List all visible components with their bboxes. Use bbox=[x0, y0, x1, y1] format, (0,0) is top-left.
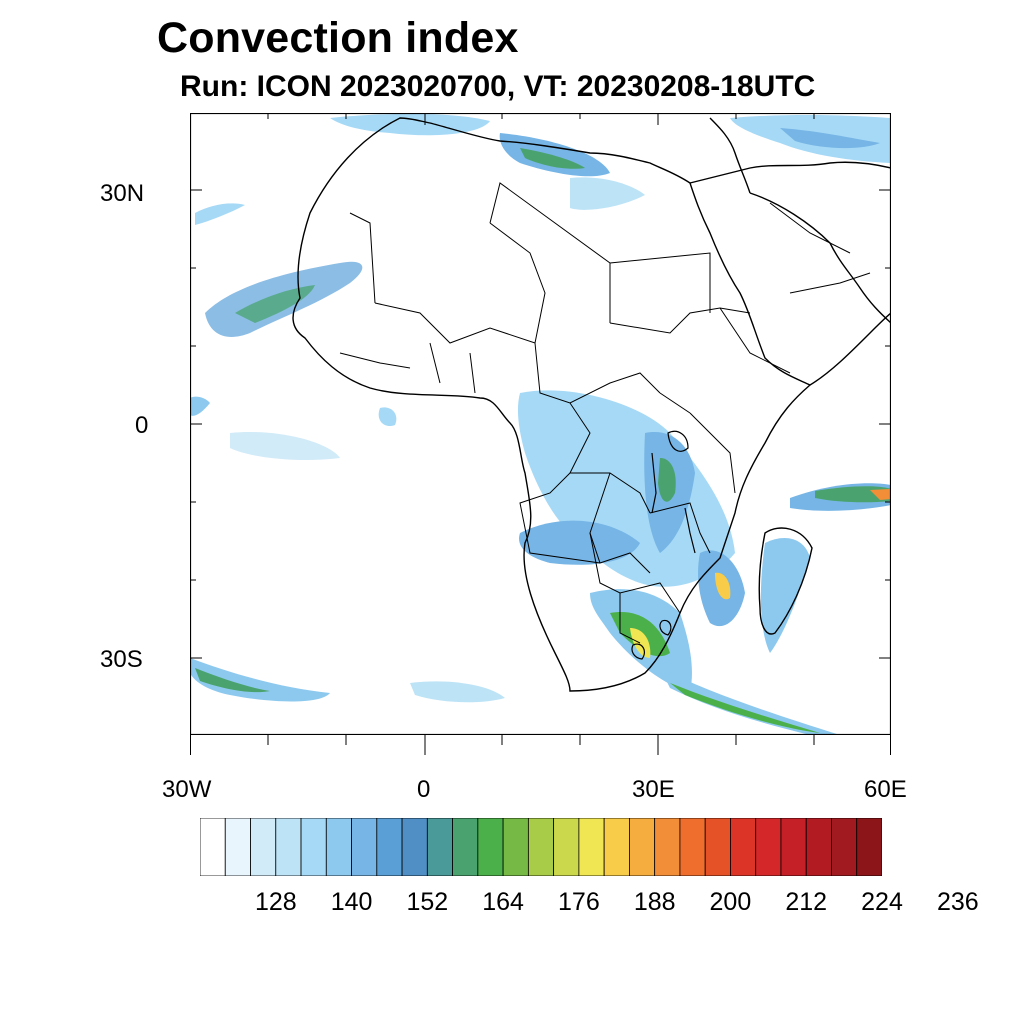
colorbar-tick-label: 140 bbox=[330, 888, 373, 916]
chart-title: Convection index bbox=[157, 14, 519, 62]
colorbar-swatch bbox=[654, 817, 681, 877]
colorbar-tick-label: 188 bbox=[633, 888, 676, 916]
colorbar-swatch bbox=[629, 817, 656, 877]
colorbar-swatch bbox=[275, 817, 302, 877]
colorbar-swatches bbox=[199, 817, 883, 877]
x-tick-label-0: 0 bbox=[417, 776, 431, 803]
colorbar-swatch bbox=[730, 817, 757, 877]
colorbar-swatch bbox=[856, 817, 883, 877]
y-tick-label-0: 0 bbox=[135, 412, 149, 439]
map-border bbox=[190, 113, 891, 735]
colorbar-swatch bbox=[603, 817, 630, 877]
colorbar-swatch bbox=[300, 817, 327, 877]
country-borders bbox=[339, 182, 871, 644]
colorbar-swatch bbox=[199, 817, 226, 877]
colorbar-swatch bbox=[502, 817, 529, 877]
colorbar-tick-label: 152 bbox=[406, 888, 449, 916]
colorbar-swatch bbox=[679, 817, 706, 877]
colorbar-swatch bbox=[250, 817, 277, 877]
colorbar-tick-label: 128 bbox=[254, 888, 297, 916]
colorbar-tick-label: 212 bbox=[785, 888, 828, 916]
x-axis-ticks bbox=[190, 735, 891, 755]
convection-field bbox=[190, 113, 891, 735]
colorbar-swatch bbox=[376, 817, 403, 877]
colorbar-swatch bbox=[578, 817, 605, 877]
colorbar-swatch bbox=[401, 817, 428, 877]
colorbar-swatch bbox=[704, 817, 731, 877]
x-tick-label-30e: 30E bbox=[632, 776, 675, 803]
y-tick-label-30n: 30N bbox=[100, 180, 145, 207]
colorbar-tick-label: 200 bbox=[709, 888, 752, 916]
colorbar-swatch bbox=[452, 817, 479, 877]
colorbar-swatch bbox=[755, 817, 782, 877]
colorbar-tick-label: 236 bbox=[936, 888, 979, 916]
colorbar bbox=[199, 817, 883, 877]
x-tick-label-60e: 60E bbox=[864, 776, 907, 803]
map-panel bbox=[190, 113, 891, 735]
colorbar-swatch bbox=[831, 817, 858, 877]
colorbar-swatch bbox=[527, 817, 555, 877]
lakes bbox=[631, 430, 696, 660]
colorbar-tick-label: 176 bbox=[558, 888, 600, 916]
colorbar-tick-label: 164 bbox=[482, 888, 524, 916]
colorbar-swatch bbox=[351, 817, 378, 877]
colorbar-tick-label: 224 bbox=[861, 888, 903, 916]
colorbar-swatch bbox=[780, 817, 807, 877]
y-tick-label-30s: 30S bbox=[100, 646, 143, 673]
colorbar-swatch bbox=[426, 817, 453, 877]
colorbar-swatch bbox=[477, 817, 504, 877]
colorbar-swatch bbox=[224, 817, 251, 877]
colorbar-swatch bbox=[805, 817, 832, 877]
colorbar-swatch bbox=[325, 817, 352, 877]
africa-map bbox=[190, 113, 891, 735]
x-tick-label-30w: 30W bbox=[162, 776, 212, 803]
colorbar-swatch bbox=[553, 817, 580, 877]
chart-subtitle: Run: ICON 2023020700, VT: 20230208-18UTC bbox=[180, 70, 816, 103]
